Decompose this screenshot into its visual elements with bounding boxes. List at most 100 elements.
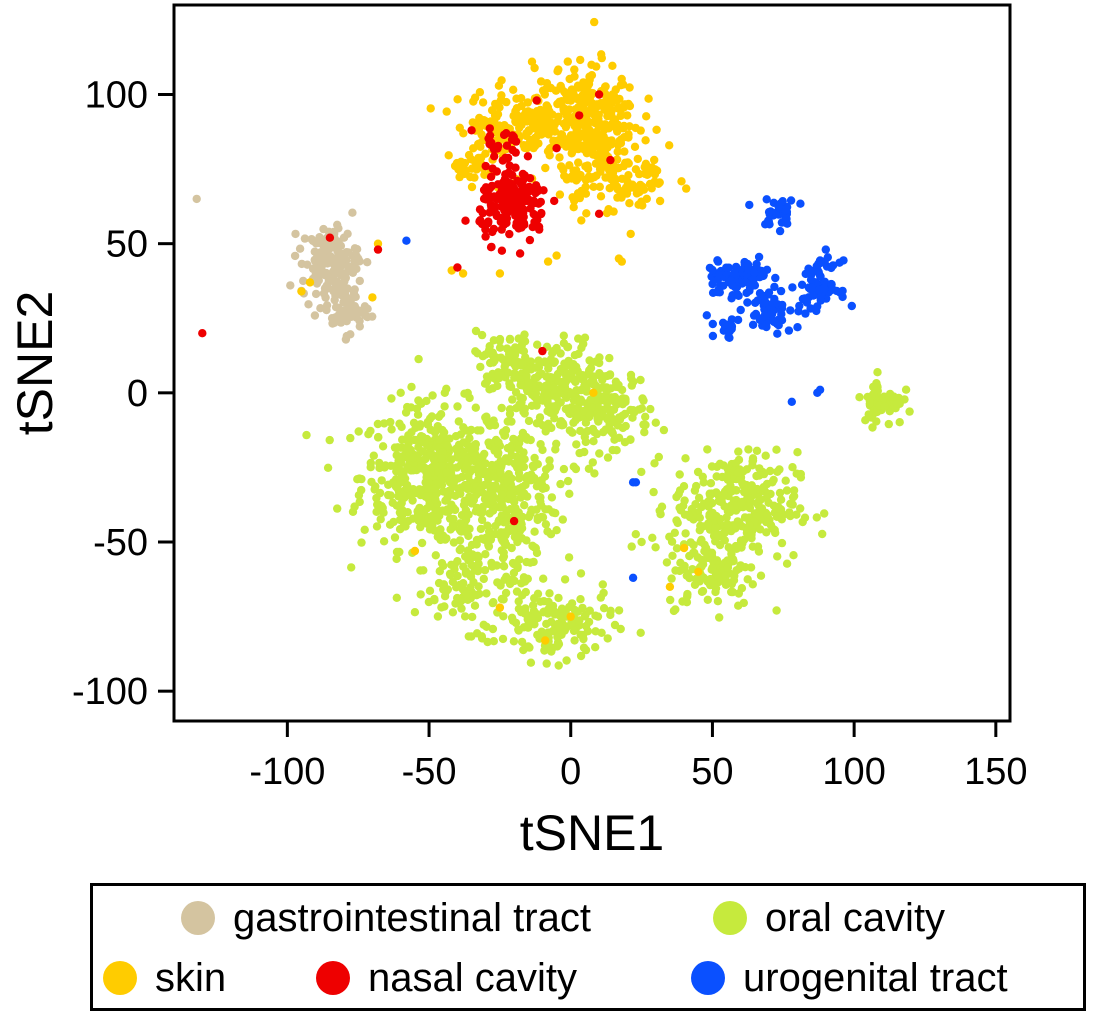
data-point-skin — [578, 141, 588, 150]
data-point-nasal-cavity — [489, 204, 499, 214]
data-point-skin — [519, 111, 528, 121]
data-point-oral-cavity — [567, 618, 576, 627]
data-point-skin — [603, 105, 613, 115]
data-point-oral-cavity — [375, 458, 384, 468]
data-point-oral-cavity — [459, 562, 468, 571]
data-point-oral-cavity — [776, 495, 786, 504]
data-point-oral-cavity — [431, 551, 440, 560]
data-point-skin — [509, 85, 518, 95]
data-point-oral-cavity — [360, 525, 369, 534]
data-point-oral-cavity — [576, 426, 585, 436]
x-tick-label: 50 — [691, 751, 733, 793]
data-point-urogenital-tract — [777, 309, 786, 319]
data-point-oral-cavity — [569, 360, 578, 369]
data-point-nasal-cavity — [515, 249, 525, 258]
data-point-oral-cavity — [479, 620, 488, 629]
data-point-skin — [497, 76, 506, 85]
data-point-nasal-cavity — [500, 174, 510, 184]
data-point-skin — [442, 107, 451, 116]
data-point-skin — [655, 196, 665, 206]
data-point-nasal-cavity — [325, 233, 335, 242]
data-point-oral-cavity — [537, 369, 546, 378]
data-point-skin — [650, 170, 660, 179]
data-point-skin — [561, 89, 571, 99]
data-point-oral-cavity — [470, 441, 479, 450]
data-point-nasal-cavity — [486, 243, 496, 252]
data-point-oral-cavity — [671, 605, 680, 614]
data-point-oral-cavity — [792, 469, 801, 478]
data-point-oral-cavity — [541, 427, 550, 436]
data-point-nasal-cavity — [486, 172, 496, 181]
data-point-oral-cavity — [539, 574, 548, 583]
data-point-nasal-cavity — [518, 184, 527, 193]
data-point-oral-cavity — [789, 551, 798, 560]
data-point-oral-cavity — [666, 595, 675, 605]
data-point-skin — [541, 163, 550, 173]
data-point-oral-cavity — [355, 497, 364, 507]
data-point-skin — [585, 72, 594, 81]
data-point-urogenital-tract — [751, 298, 760, 307]
data-point-oral-cavity — [469, 495, 478, 505]
data-point-urogenital-tract — [771, 273, 780, 283]
data-point-skin — [588, 89, 597, 98]
data-point-skin — [645, 179, 655, 189]
series-nasal-cavity — [198, 90, 615, 526]
data-point-skin — [603, 98, 613, 107]
data-point-urogenital-tract — [788, 283, 797, 292]
data-point-oral-cavity — [655, 506, 664, 515]
data-point-oral-cavity — [650, 459, 659, 468]
data-point-urogenital-tract — [787, 397, 796, 406]
data-point-skin — [569, 203, 578, 212]
data-point-oral-cavity — [865, 397, 875, 406]
data-point-skin — [604, 205, 613, 214]
data-point-oral-cavity — [591, 643, 600, 652]
data-point-oral-cavity — [510, 373, 519, 382]
data-point-oral-cavity — [485, 421, 495, 430]
legend-item-skin: skin — [103, 953, 226, 1003]
data-point-oral-cavity — [763, 511, 772, 520]
data-point-nasal-cavity — [525, 174, 535, 183]
data-point-oral-cavity — [713, 597, 723, 606]
data-point-urogenital-tract — [725, 326, 735, 336]
data-point-oral-cavity — [482, 377, 492, 386]
data-point-nasal-cavity — [504, 168, 513, 177]
data-point-oral-cavity — [736, 536, 746, 545]
data-point-skin — [512, 104, 522, 113]
data-point-skin — [609, 90, 618, 100]
data-point-oral-cavity — [463, 484, 472, 494]
data-point-oral-cavity — [581, 418, 591, 427]
data-point-oral-cavity — [703, 595, 712, 604]
data-point-skin — [626, 229, 635, 239]
data-point-oral-cavity — [740, 487, 749, 497]
data-point-oral-cavity — [464, 510, 473, 519]
data-point-oral-cavity — [498, 502, 507, 512]
data-point-oral-cavity — [800, 513, 810, 522]
data-point-oral-cavity — [366, 458, 375, 468]
data-point-nasal-cavity — [506, 194, 515, 203]
data-point-oral-cavity — [515, 458, 524, 467]
data-point-skin — [620, 147, 629, 156]
data-point-oral-cavity — [377, 502, 386, 511]
data-point-oral-cavity — [485, 342, 494, 351]
data-point-gastrointestinal-tract — [363, 258, 372, 267]
data-point-skin — [453, 95, 462, 104]
data-point-skin — [444, 151, 453, 160]
data-point-oral-cavity — [706, 491, 715, 500]
data-point-oral-cavity — [504, 368, 513, 377]
data-point-oral-cavity — [474, 582, 483, 591]
data-point-skin — [555, 190, 565, 199]
data-point-oral-cavity — [489, 598, 498, 607]
data-point-urogenital-tract — [736, 305, 745, 315]
data-point-skin — [469, 97, 478, 106]
data-point-urogenital-tract — [815, 385, 825, 394]
data-point-oral-cavity — [473, 426, 482, 435]
data-point-oral-cavity — [532, 419, 542, 428]
data-point-skin — [644, 165, 654, 174]
data-point-oral-cavity — [449, 538, 459, 547]
data-point-nasal-cavity — [481, 161, 490, 171]
data-point-oral-cavity — [481, 459, 490, 468]
data-point-oral-cavity — [346, 433, 355, 443]
data-point-skin — [459, 129, 468, 138]
data-point-urogenital-tract — [786, 196, 796, 205]
data-point-urogenital-tract — [806, 275, 816, 284]
